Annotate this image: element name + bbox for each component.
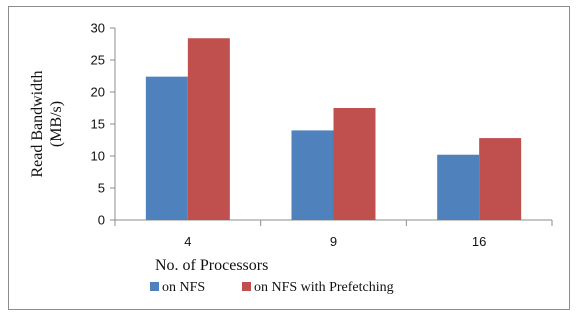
x-tick-label: 16 [472,234,486,249]
legend: on NFS on NFS with Prefetching [150,280,394,295]
legend-label-1: on NFS with Prefetching [254,280,394,295]
y-axis: 0 5 10 15 20 25 30 [91,21,116,228]
y-tick-label: 30 [91,21,105,36]
bar-on-nfs-prefetching-16 [479,138,522,220]
legend-swatch-0 [150,282,159,291]
x-tick-label: 9 [330,234,337,249]
bar-on-nfs-9 [291,130,334,220]
y-tick-label: 10 [91,149,105,164]
bar-on-nfs-16 [437,154,480,220]
bar-on-nfs-4 [145,76,188,220]
legend-swatch-1 [242,282,251,291]
x-axis: 4 9 16 [114,219,553,249]
x-axis-title: No. of Processors [155,257,268,274]
bar-on-nfs-prefetching-4 [187,38,230,220]
bars [145,38,522,220]
x-tick-label: 4 [184,234,191,249]
y-tick-label: 25 [91,53,105,68]
y-tick-label: 5 [98,181,105,196]
legend-label-0: on NFS [162,280,205,295]
y-tick-label: 20 [91,85,105,100]
y-tick-label: 0 [98,213,105,228]
y-axis-title-line-1: Read Bandwidth [29,70,46,177]
y-axis-title-line-2: (MB/s) [48,101,65,147]
y-tick-label: 15 [91,117,105,132]
bar-on-nfs-prefetching-9 [333,108,376,220]
